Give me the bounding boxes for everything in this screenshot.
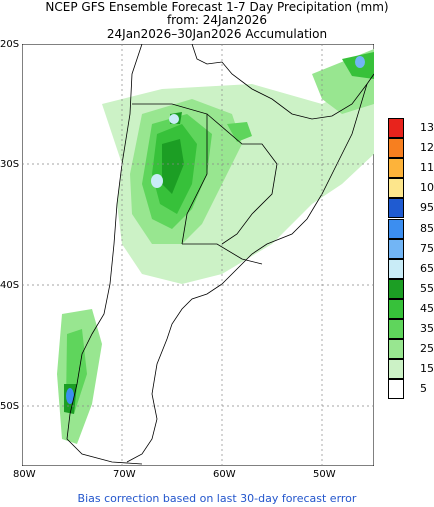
legend-swatch [388,359,404,380]
legend-level-label: 105 [420,181,434,195]
legend-swatch [388,178,404,199]
legend-swatch [388,339,404,360]
legend-level-label: 65 [420,261,434,275]
lat-label-30s: 30S [0,159,20,170]
precipitation-map [22,44,374,466]
legend-level-label: 115 [420,161,434,175]
legend-level-label: 125 [420,141,434,155]
map-subtitle-date: from: 24Jan2026 [166,13,268,27]
legend-swatch [388,258,404,279]
legend-swatch [388,118,404,139]
legend-level-label: 5 [420,382,427,396]
legend-level-label: 135 [420,121,434,134]
legend-swatch [388,278,404,299]
map-accumulation-period: 24Jan2026–30Jan2026 Accumulation [106,27,328,41]
lat-label-40s: 40S [0,280,20,291]
legend-level-label: 15 [420,362,434,376]
legend-swatch [388,319,404,340]
legend-swatch [388,379,404,400]
legend-swatch [388,138,404,159]
footer-note: Bias correction based on last 30-day for… [77,492,357,505]
legend-swatch [388,298,404,319]
legend-swatch [388,198,404,219]
lon-label-50w: 50W [313,469,336,480]
legend-swatch [388,158,404,179]
legend-swatch [388,218,404,239]
coastlines-borders [66,44,374,465]
lat-label-50s: 50S [0,401,20,412]
lat-label-20s: 20S [0,39,20,50]
legend-level-label: 45 [420,301,434,315]
legend-level-label: 85 [420,221,434,235]
legend-level-label: 75 [420,241,434,255]
lon-label-70w: 70W [113,469,136,480]
lon-label-60w: 60W [213,469,236,480]
legend-level-label: 95 [420,201,434,215]
graticule [22,44,374,466]
legend-level-label: 35 [420,322,434,335]
precipitation-shading [57,49,374,444]
legend-level-label: 25 [420,342,434,356]
map-title: NCEP GFS Ensemble Forecast 1-7 Day Preci… [45,0,389,14]
legend-swatch [388,238,404,259]
lon-label-80w: 80W [13,469,36,480]
legend-level-label: 55 [420,281,434,295]
